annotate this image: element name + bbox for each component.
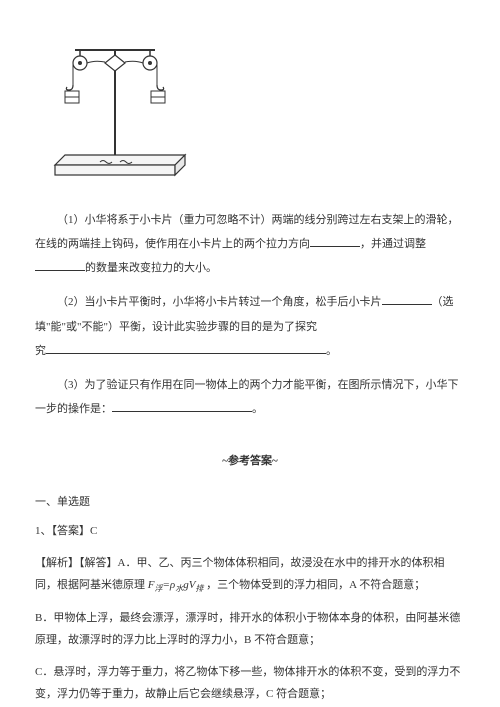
question-2: （2）当小卡片平衡时，小华将小卡片转过一个角度，松手后小卡片（选填"能"或"不能… (35, 290, 465, 363)
q2-text-suffix: 。 (326, 345, 337, 357)
answer-1-number: 1、【答案】C (35, 521, 465, 542)
q2-text-cont: 究 (35, 345, 46, 357)
pulley-apparatus-svg (45, 25, 195, 185)
q1-blank-2 (35, 260, 85, 271)
question-3: （3）为了验证只有作用在同一物体上的两个力才能平衡，在图所示情况下，小华下一步的… (35, 373, 465, 421)
formula-eq: =ρ (162, 579, 175, 591)
analysis-label: 【解析】【解答】 (35, 557, 118, 569)
analysis-c: C．悬浮时，浮力等于重力，将乙物体下移一些，物体排开水的体积不变，受到的浮力不变… (35, 661, 465, 705)
analysis-b: B．甲物体上浮，最终会漂浮，漂浮时，排开水的体积小于物体本身的体积，由阿基米德原… (35, 607, 465, 651)
experiment-diagram (45, 25, 465, 193)
formula-buoyancy: F浮=ρ水gV排 (148, 579, 204, 591)
q1-text-suffix: 的数量来改变拉力的大小。 (85, 262, 217, 274)
q1-blank-1 (310, 236, 360, 247)
q3-blank-1 (112, 401, 252, 412)
q2-blank-2 (46, 343, 326, 354)
question-1: （1）小华将系于小卡片（重力可忽略不计）两端的线分别跨过左右支架上的滑轮，在线的… (35, 208, 465, 281)
section-single-choice: 一、单选题 (35, 492, 465, 513)
q2-text-prefix: （2）当小卡片平衡时，小华将小卡片转过一个角度，松手后小卡片 (57, 296, 382, 308)
analysis-a-text2: ，三个物体受到的浮力相同，A 不符合题意； (203, 579, 425, 591)
analysis-a: 【解析】【解答】A．甲、乙、丙三个物体体积相同，故浸没在水中的排开水的体积相同，… (35, 552, 465, 597)
q2-blank-1 (382, 294, 432, 305)
q1-text-mid: ，并通过调整 (360, 238, 426, 250)
formula-gv: gV (183, 579, 195, 591)
formula-sub-water: 水 (175, 584, 183, 593)
answer-section-header: ~参考答案~ (35, 451, 465, 472)
q3-text-suffix: 。 (252, 403, 263, 415)
